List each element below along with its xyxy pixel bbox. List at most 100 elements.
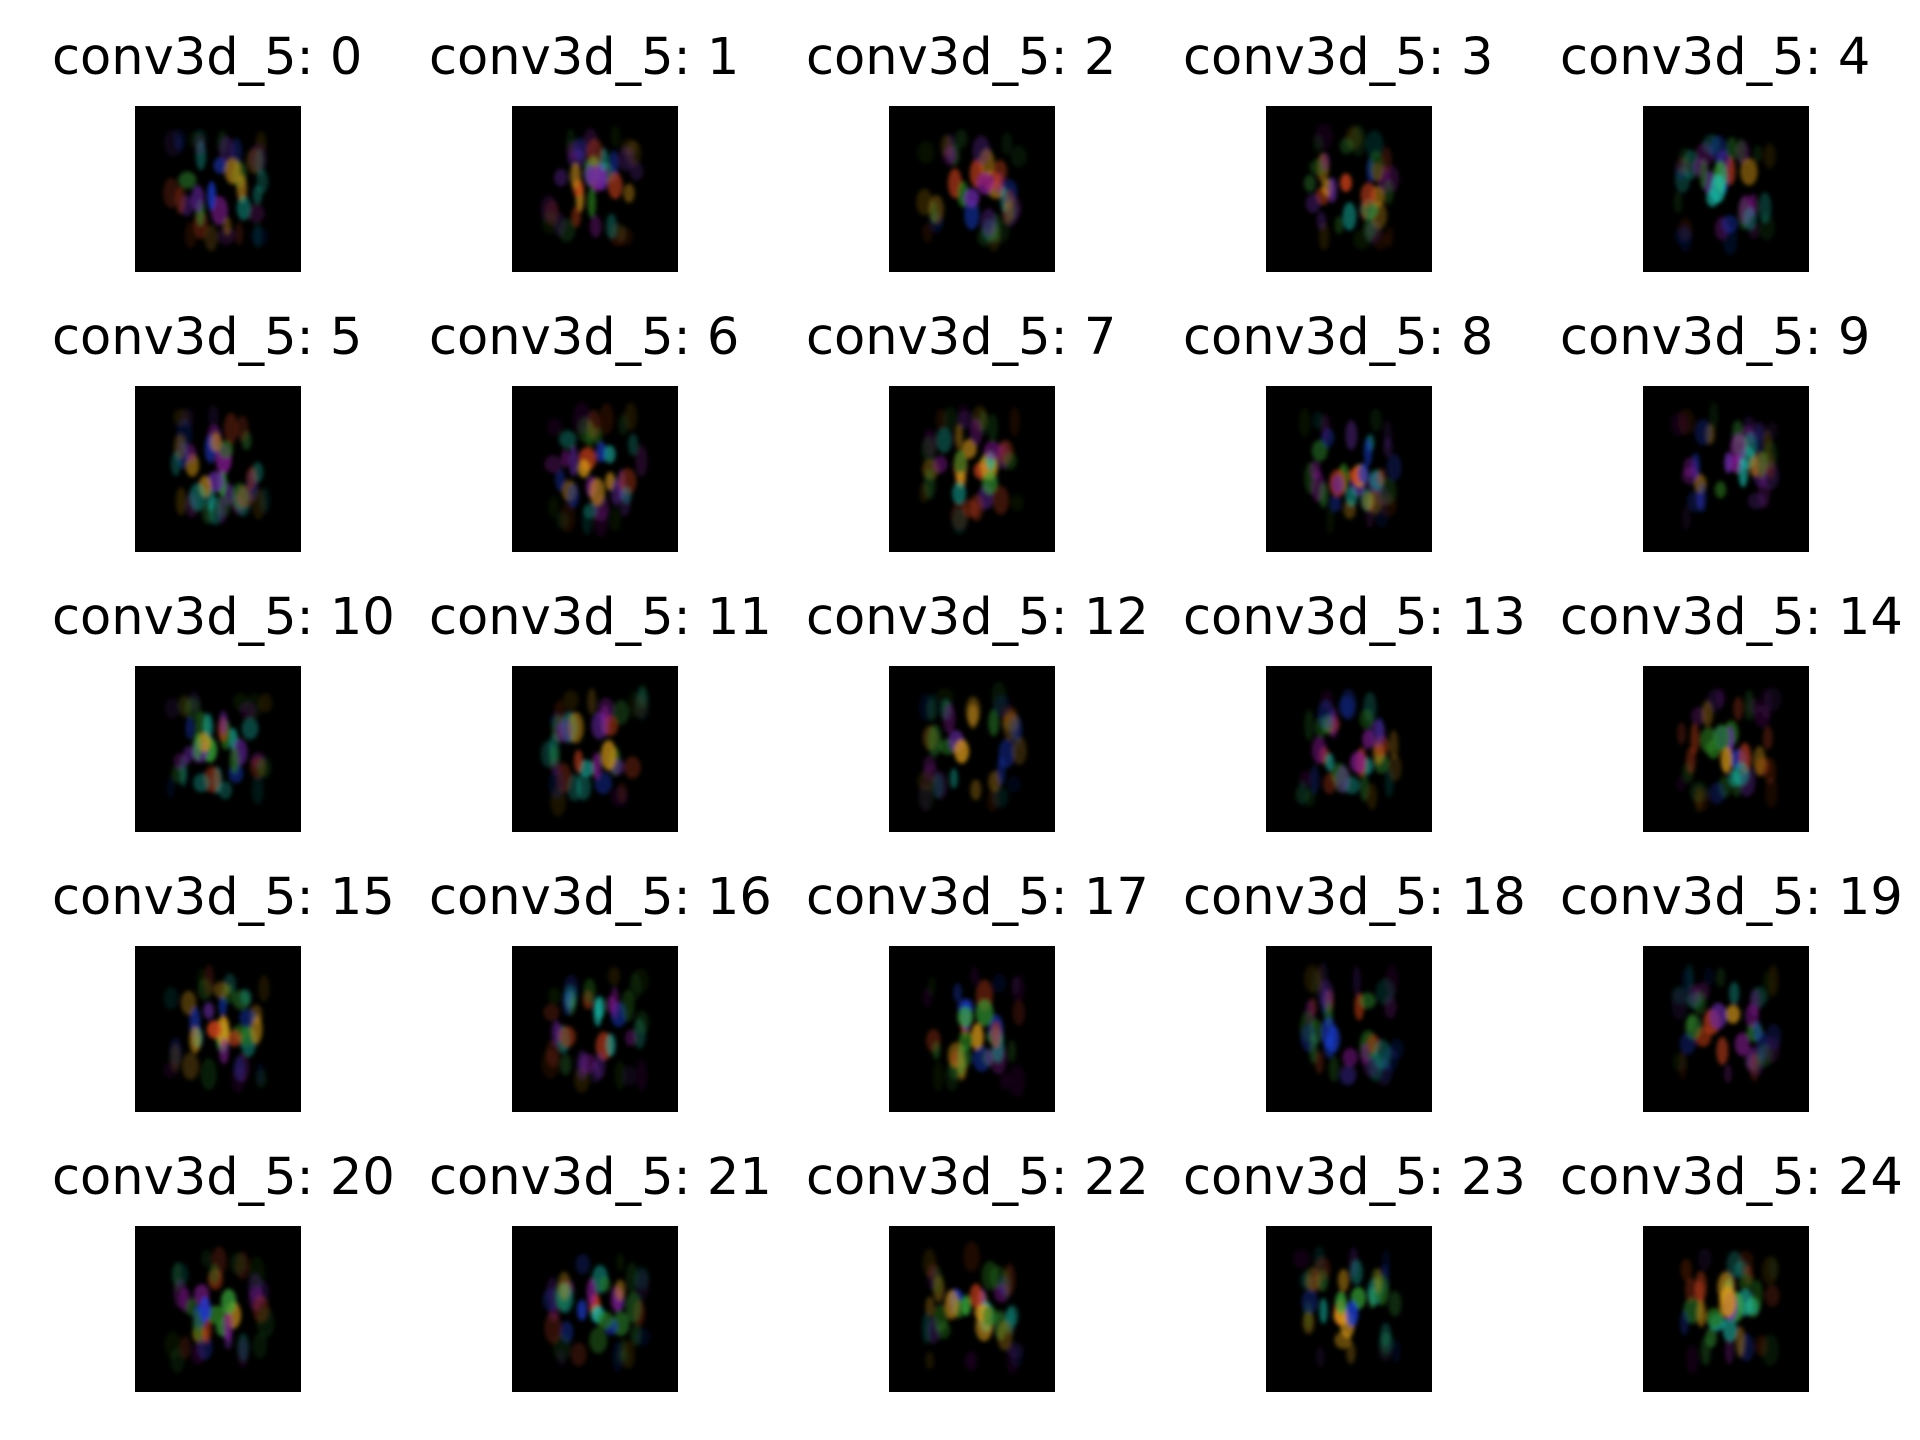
activation-blob [969,418,983,446]
filter-activation-image [512,666,678,832]
activation-blob [993,695,1010,717]
activation-blob [1680,1259,1692,1281]
filter-title: conv3d_5: 8 [1183,308,1494,367]
activation-blob [236,174,247,203]
activation-pattern [1643,386,1809,552]
activation-blob [943,146,957,166]
activation-blob [936,427,953,453]
activation-blob [980,208,997,237]
activation-blob [1753,145,1762,163]
activation-blob [249,1256,265,1288]
activation-blob [1686,746,1696,774]
activation-blob [1764,1036,1780,1063]
activation-blob [1710,135,1727,162]
filter-panel: conv3d_5: 5 [52,308,362,552]
activation-blob [1714,688,1726,707]
activation-blob [1336,765,1350,794]
filter-panel: conv3d_5: 4 [1560,28,1870,272]
activation-blob [201,1249,212,1268]
activation-blob [1720,746,1733,774]
activation-blob [1709,401,1719,431]
activation-blob [954,739,970,764]
activation-blob [189,131,204,149]
activation-blob [997,1320,1013,1351]
activation-blob [576,773,591,801]
activation-blob [1709,782,1726,805]
activation-blob [548,496,560,518]
filter-panel: conv3d_5: 19 [1560,868,1903,1112]
activation-blob [577,459,591,478]
activation-blob [987,413,998,443]
activation-blob [634,1010,650,1034]
activation-blob [592,752,602,780]
activation-blob [1345,487,1358,507]
filter-title: conv3d_5: 19 [1560,868,1903,927]
activation-blob [1312,411,1324,430]
activation-blob [972,135,991,165]
activation-blob [944,1289,959,1320]
activation-blob [561,449,570,468]
activation-blob [193,773,210,793]
activation-blob [569,445,578,477]
activation-blob [955,129,968,149]
filter-panel: conv3d_5: 20 [52,1148,395,1392]
activation-blob [1726,1251,1743,1279]
activation-blob [587,688,597,715]
activation-blob [1328,177,1337,203]
filter-title: conv3d_5: 0 [52,28,363,87]
activation-blob [1763,440,1778,468]
activation-blob [574,749,583,773]
activation-blob [178,171,197,189]
filter-panel: conv3d_5: 13 [1183,588,1526,832]
activation-pattern [135,946,301,1112]
activation-blob [246,466,257,490]
activation-blob [943,703,956,734]
activation-blob [916,188,933,216]
activation-blob [1323,773,1336,795]
filter-panel: conv3d_5: 17 [806,868,1149,1112]
activation-blob [593,505,608,537]
activation-blob [1751,1279,1763,1310]
activation-blob [255,1062,265,1086]
filter-panel: conv3d_5: 1 [429,28,739,272]
activation-blob [570,162,581,189]
activation-blob [586,138,603,167]
activation-blob [586,1278,597,1306]
activation-blob [1716,967,1726,988]
activation-blob [1359,992,1376,1009]
activation-blob [1321,1017,1336,1049]
activation-blob [927,724,942,757]
activation-blob [1306,1267,1320,1291]
activation-pattern [889,1226,1055,1392]
activation-blob [594,995,606,1020]
activation-blob [1304,709,1314,741]
activation-blob [1381,146,1392,174]
activation-blob [1304,964,1321,993]
activation-blob [207,1305,225,1325]
activation-blob [1678,225,1692,253]
filter-activation-image [1266,946,1432,1112]
activation-blob [1678,1051,1687,1080]
activation-blob [922,1248,936,1277]
activation-blob [1359,708,1374,729]
activation-blob [1703,966,1714,987]
activation-pattern [889,386,1055,552]
activation-blob [628,690,639,719]
activation-blob [1383,420,1392,447]
filter-title: conv3d_5: 21 [429,1148,772,1207]
activation-blob [618,468,637,495]
activation-blob [1723,226,1738,256]
activation-blob [952,507,967,535]
activation-blob [1740,158,1758,186]
activation-blob [240,988,252,1006]
activation-blob [1363,437,1373,466]
activation-blob [589,215,602,238]
activation-blob [210,432,222,452]
activation-blob [629,972,642,1001]
activation-blob [1679,147,1691,164]
activation-blob [1293,1249,1310,1269]
activation-blob [1373,1268,1382,1294]
activation-blob [969,1283,983,1309]
filter-activation-image [135,106,301,272]
activation-blob [557,1349,566,1367]
